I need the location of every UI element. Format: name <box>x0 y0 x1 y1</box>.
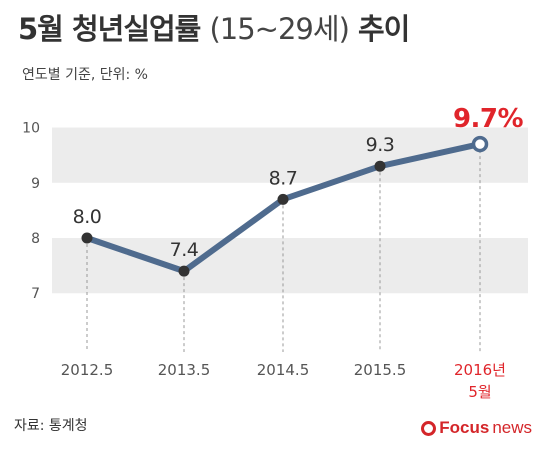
brand-name: Focus <box>439 418 490 437</box>
brand-circle-icon <box>421 420 437 436</box>
data-point <box>277 193 289 205</box>
x-tick-label: 2014.5 <box>257 361 310 379</box>
brand-logo: Focus news <box>421 418 532 438</box>
value-label: 8.0 <box>73 206 102 228</box>
data-point-highlight <box>471 135 489 153</box>
title-sub: (15~29세) <box>209 12 349 46</box>
x-tick-label: 2013.5 <box>158 361 211 379</box>
data-point <box>81 232 93 244</box>
data-point <box>178 265 190 277</box>
y-tick-label: 9 <box>31 176 40 192</box>
title-tail: 추이 <box>358 12 410 46</box>
x-tick-label: 2012.5 <box>61 361 114 379</box>
y-tick-label: 10 <box>22 121 40 137</box>
value-label-highlight: 9.7% <box>453 104 524 134</box>
x-tick-label: 5월 <box>468 383 491 401</box>
source-note: 자료: 통계청 <box>14 418 88 434</box>
grid-band-1 <box>52 238 528 294</box>
x-tick-label: 2016년 <box>454 361 506 379</box>
grid-band-0 <box>52 127 528 183</box>
x-tick-label: 2015.5 <box>354 361 407 379</box>
data-point <box>374 160 386 172</box>
brand-suffix: news <box>492 418 532 437</box>
y-tick-label: 8 <box>31 231 40 247</box>
title-main: 5월 청년실업률 <box>18 12 201 46</box>
chart-title: 5월 청년실업률 (15~29세) 추이 <box>18 6 410 48</box>
value-label: 9.3 <box>366 134 395 156</box>
unit-note: 연도별 기준, 단위: % <box>22 67 148 83</box>
y-tick-label: 7 <box>31 286 40 302</box>
value-label: 7.4 <box>170 239 199 261</box>
value-label: 8.7 <box>269 167 298 189</box>
